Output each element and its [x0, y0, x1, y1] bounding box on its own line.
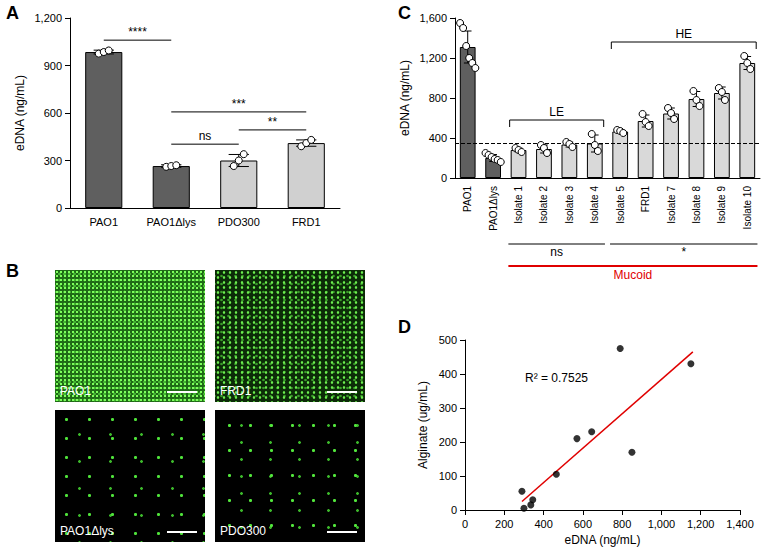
svg-text:900: 900	[44, 60, 62, 72]
svg-text:R² = 0.7525: R² = 0.7525	[525, 371, 588, 385]
svg-text:Isolate 2: Isolate 2	[538, 186, 549, 224]
svg-text:eDNA (ng/mL): eDNA (ng/mL)	[13, 75, 27, 151]
svg-text:800: 800	[429, 92, 447, 104]
svg-text:PAO1Δlys: PAO1Δlys	[147, 216, 197, 228]
svg-text:***: ***	[232, 97, 246, 111]
svg-text:Isolate 5: Isolate 5	[615, 186, 626, 224]
svg-text:1,200: 1,200	[34, 12, 62, 24]
svg-text:0: 0	[56, 202, 62, 214]
svg-text:**: **	[268, 115, 278, 129]
svg-text:400: 400	[439, 368, 457, 380]
svg-text:1,600: 1,600	[419, 12, 447, 24]
svg-text:****: ****	[128, 25, 147, 39]
svg-text:0: 0	[451, 504, 457, 516]
svg-text:200: 200	[495, 518, 513, 530]
svg-text:1,200: 1,200	[419, 52, 447, 64]
svg-text:FRD1: FRD1	[640, 186, 651, 213]
svg-text:600: 600	[574, 518, 592, 530]
html-text:PAO1Δlys: PAO1Δlys	[60, 524, 114, 538]
svg-text:1,000: 1,000	[648, 518, 676, 530]
svg-text:A: A	[6, 3, 19, 23]
svg-text:ns: ns	[550, 245, 563, 259]
svg-text:0: 0	[462, 518, 468, 530]
svg-text:Isolate 9: Isolate 9	[716, 186, 727, 224]
svg-text:1,200: 1,200	[687, 518, 715, 530]
svg-text:400: 400	[429, 132, 447, 144]
svg-text:100: 100	[439, 470, 457, 482]
html-text:PDO300: PDO300	[220, 524, 266, 538]
svg-text:800: 800	[613, 518, 631, 530]
svg-text:LE: LE	[549, 105, 564, 119]
svg-text:400: 400	[534, 518, 552, 530]
svg-text:PAO1: PAO1	[89, 216, 118, 228]
svg-text:D: D	[398, 317, 411, 337]
svg-text:eDNA (ng/mL): eDNA (ng/mL)	[398, 60, 412, 136]
svg-text:*: *	[681, 245, 686, 259]
svg-text:ns: ns	[199, 129, 212, 143]
svg-text:Alginate (ug/mL): Alginate (ug/mL)	[416, 381, 430, 469]
svg-text:PDO300: PDO300	[218, 216, 260, 228]
svg-text:300: 300	[439, 402, 457, 414]
svg-text:300: 300	[44, 155, 62, 167]
html-text:FRD1: FRD1	[220, 384, 252, 398]
svg-text:Isolate 3: Isolate 3	[564, 186, 575, 224]
svg-text:PAO1Δlys: PAO1Δlys	[488, 186, 499, 231]
svg-text:600: 600	[44, 107, 62, 119]
svg-text:0: 0	[441, 172, 447, 184]
svg-text:C: C	[398, 3, 411, 23]
svg-text:Isolate 7: Isolate 7	[666, 186, 677, 224]
svg-text:Isolate 10: Isolate 10	[742, 186, 753, 230]
svg-text:Isolate 4: Isolate 4	[589, 186, 600, 224]
svg-text:HE: HE	[675, 27, 692, 41]
svg-text:B: B	[6, 261, 19, 281]
svg-text:Mucoid: Mucoid	[614, 268, 653, 282]
svg-text:FRD1: FRD1	[292, 216, 321, 228]
svg-text:500: 500	[439, 334, 457, 346]
html-text:PAO1: PAO1	[60, 384, 92, 398]
svg-text:1,400: 1,400	[726, 518, 754, 530]
svg-text:PAO1: PAO1	[462, 186, 473, 212]
svg-text:Isolate 8: Isolate 8	[691, 186, 702, 224]
svg-text:eDNA (ng/mL): eDNA (ng/mL)	[564, 533, 640, 547]
svg-text:Isolate 1: Isolate 1	[513, 186, 524, 224]
svg-text:200: 200	[439, 436, 457, 448]
